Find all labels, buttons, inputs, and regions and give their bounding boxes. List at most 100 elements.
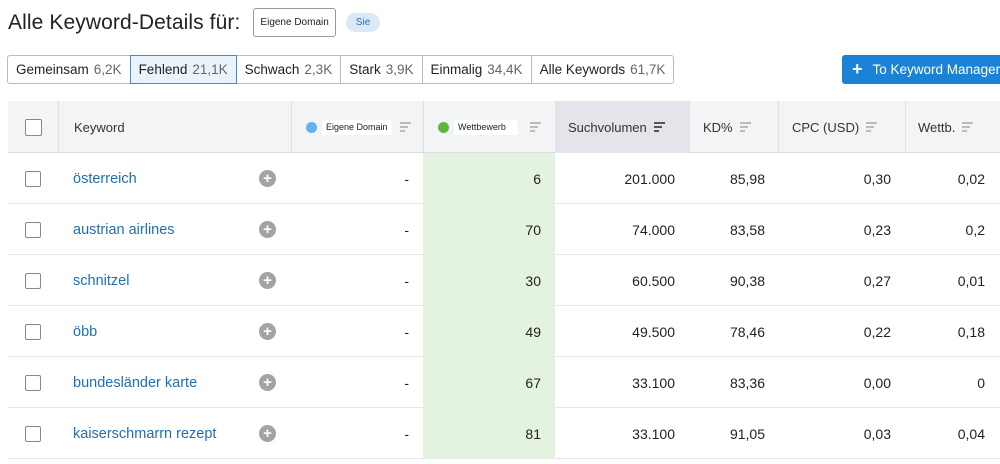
keyword-link[interactable]: austrian airlines <box>73 221 175 238</box>
table-row: kaiserschmarrn rezept + - 81 33.100 91,0… <box>8 408 1000 459</box>
filter-tab-stark[interactable]: Stark 3,9K <box>340 55 423 84</box>
plus-circle-icon[interactable]: + <box>259 221 276 238</box>
row-checkbox-cell <box>8 255 58 306</box>
keyword-cell: öbb + <box>58 306 291 357</box>
keyword-cell: bundesländer karte + <box>58 357 291 408</box>
keyword-cell: österreich + <box>58 153 291 204</box>
col-keyword[interactable]: Keyword <box>58 101 291 153</box>
competitor-position: 49 <box>423 306 555 357</box>
own-domain-position: - <box>404 323 409 340</box>
sort-icon[interactable] <box>653 122 665 132</box>
filter-tab-gemeinsam[interactable]: Gemeinsam 6,2K <box>7 55 131 84</box>
keyword-difficulty: 78,46 <box>729 323 765 340</box>
filter-tab-count: 2,3K <box>304 62 333 77</box>
plus-circle-icon[interactable]: + <box>259 272 276 289</box>
plus-circle-icon[interactable]: + <box>259 374 276 391</box>
own-domain-dot-icon <box>306 121 317 133</box>
search-volume: 201.000 <box>624 170 675 187</box>
keyword-cell: austrian airlines + <box>58 204 291 255</box>
search-volume: 33.100 <box>632 425 675 442</box>
keyword-difficulty: 83,58 <box>729 221 765 238</box>
competition-value: 0,04 <box>957 425 985 442</box>
col-kd[interactable]: KD% <box>689 101 778 153</box>
domain-selector[interactable]: Eigene Domain <box>253 8 336 37</box>
filter-tab-count: 3,9K <box>385 62 414 77</box>
col-competition[interactable]: Wettb. <box>905 101 1000 153</box>
col-competition-label: Wettb. <box>918 119 956 135</box>
row-checkbox-cell <box>8 357 58 408</box>
filter-tab-alle-keywords[interactable]: Alle Keywords 61,7K <box>530 55 675 84</box>
filter-tabs: Gemeinsam 6,2K Fehlend 21,1K Schwach 2,3K Star… <box>7 55 675 84</box>
table-body: österreich + - 6 201.000 85,98 0,30 0,02… <box>8 153 1000 459</box>
plus-circle-icon[interactable]: + <box>259 170 276 187</box>
cpc-value: 0,23 <box>863 221 891 238</box>
table-row: öbb + - 49 49.500 78,46 0,22 0,18 <box>8 306 1000 357</box>
keyword-link[interactable]: österreich <box>73 170 137 187</box>
row-checkbox[interactable] <box>25 425 41 442</box>
col-volume-label: Suchvolumen <box>568 119 647 135</box>
own-domain-position: - <box>404 272 409 289</box>
col-own-domain[interactable]: Eigene Domain <box>291 101 423 153</box>
plus-circle-icon[interactable]: + <box>259 425 276 442</box>
competition-value: 0 <box>977 374 985 391</box>
col-cpc-label: CPC (USD) <box>792 119 860 135</box>
cpc-value: 0,30 <box>863 170 891 187</box>
competitor-position: 67 <box>423 357 555 408</box>
sort-icon[interactable] <box>530 122 541 132</box>
select-all-checkbox[interactable] <box>24 118 42 136</box>
col-competitor[interactable]: Wettbewerb <box>423 101 555 153</box>
own-domain-position: - <box>404 374 409 391</box>
plus-circle-icon[interactable]: + <box>259 323 276 340</box>
row-checkbox-cell <box>8 408 58 459</box>
keyword-link[interactable]: kaiserschmarrn rezept <box>73 425 217 442</box>
filter-tab-fehlend[interactable]: Fehlend 21,1K <box>129 55 237 84</box>
competitor-position: 70 <box>423 204 555 255</box>
keyword-link[interactable]: bundesländer karte <box>73 374 198 391</box>
row-checkbox[interactable] <box>25 272 41 289</box>
keyword-manager-label: To Keyword Manager <box>872 62 1000 77</box>
cpc-value: 0,22 <box>863 323 891 340</box>
competitor-position: 6 <box>423 153 555 204</box>
filter-tab-schwach[interactable]: Schwach 2,3K <box>235 55 342 84</box>
row-checkbox-cell <box>8 153 58 204</box>
table-row: schnitzel + - 30 60.500 90,38 0,27 0,01 <box>8 255 1000 306</box>
cpc-value: 0,03 <box>863 425 891 442</box>
keyword-link[interactable]: öbb <box>73 323 98 340</box>
table-row: österreich + - 6 201.000 85,98 0,30 0,02 <box>8 153 1000 204</box>
table-header: Keyword Eigene Domain Wettbewerb Suchvol… <box>8 101 1000 153</box>
row-checkbox[interactable] <box>25 323 41 340</box>
filter-tab-label: Gemeinsam <box>16 62 89 77</box>
filter-tab-count: 34,4K <box>487 62 523 77</box>
sort-icon[interactable] <box>962 122 974 132</box>
competitor-position: 81 <box>423 408 555 459</box>
col-cpc[interactable]: CPC (USD) <box>778 101 905 153</box>
keyword-link[interactable]: schnitzel <box>73 272 130 289</box>
plus-icon: + <box>852 59 863 79</box>
filter-tab-count: 6,2K <box>93 62 122 77</box>
keyword-difficulty: 90,38 <box>729 272 765 289</box>
keyword-difficulty: 91,05 <box>729 425 765 442</box>
row-checkbox[interactable] <box>25 221 41 238</box>
competitor-position: 30 <box>423 255 555 306</box>
own-domain-position: - <box>404 221 409 238</box>
filter-tab-einmalig[interactable]: Einmalig 34,4K <box>421 55 532 84</box>
col-volume[interactable]: Suchvolumen <box>555 101 689 153</box>
table-row: austrian airlines + - 70 74.000 83,58 0,… <box>8 204 1000 255</box>
row-checkbox[interactable] <box>25 374 41 391</box>
keyword-difficulty: 85,98 <box>729 170 765 187</box>
own-domain-position: - <box>404 425 409 442</box>
search-volume: 74.000 <box>632 221 675 238</box>
filter-tab-count: 61,7K <box>630 62 666 77</box>
page-header: Alle Keyword-Details für: Eigene Domain … <box>8 8 381 37</box>
own-domain-position: - <box>404 170 409 187</box>
keyword-manager-button[interactable]: + To Keyword Manager <box>842 55 1000 84</box>
sort-icon[interactable] <box>400 122 411 132</box>
row-checkbox-cell <box>8 306 58 357</box>
filter-tab-label: Schwach <box>244 62 300 77</box>
cpc-value: 0,27 <box>863 272 891 289</box>
sort-icon[interactable] <box>739 122 751 132</box>
row-checkbox[interactable] <box>25 170 41 187</box>
col-keyword-label: Keyword <box>74 119 125 135</box>
col-competitor-label: Wettbewerb <box>454 119 518 135</box>
sort-icon[interactable] <box>866 122 878 132</box>
